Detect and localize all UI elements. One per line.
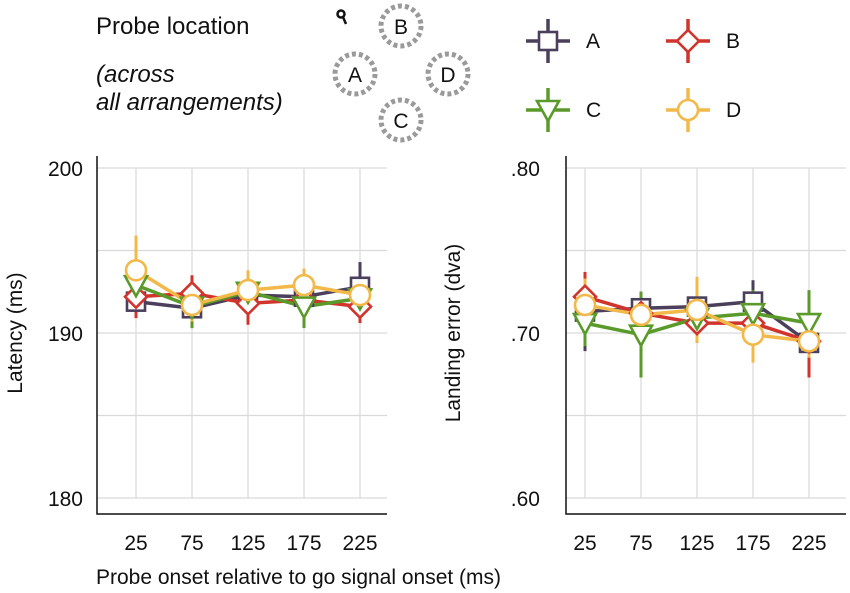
y-tick-label: .80 bbox=[511, 158, 540, 181]
probe-location-a-label: A bbox=[348, 64, 362, 87]
legend-marker-square bbox=[537, 30, 559, 52]
x-tick-label: 175 bbox=[286, 532, 321, 555]
x-tick-label: 125 bbox=[679, 532, 714, 555]
latency-chart: 180 190 200 25 75 125 175 225 Latency (ms) bbox=[4, 156, 387, 555]
legend-label: C bbox=[586, 99, 601, 122]
data-point bbox=[180, 293, 204, 317]
y-tick-label: .70 bbox=[511, 323, 540, 346]
chart-panels: 180 190 200 25 75 125 175 225 Latency (ms) .60 .70… bbox=[4, 156, 846, 555]
fixation-icon bbox=[336, 9, 348, 25]
x-tick-label: 225 bbox=[342, 532, 377, 555]
data-point bbox=[236, 278, 260, 302]
x-tick-label: 75 bbox=[629, 532, 652, 555]
y-axis-label: Landing error (dva) bbox=[442, 244, 465, 423]
data-point bbox=[573, 293, 597, 317]
markers-d bbox=[124, 258, 372, 317]
axis-lines bbox=[565, 156, 846, 515]
legend-label: D bbox=[726, 99, 741, 122]
data-point bbox=[795, 312, 823, 337]
data-point bbox=[797, 329, 821, 353]
header-title: Probe location bbox=[96, 13, 249, 40]
data-point bbox=[348, 283, 372, 307]
probe-location-header: Probe location (across all arrangements)… bbox=[96, 3, 471, 143]
x-tick-label: 75 bbox=[180, 532, 203, 555]
y-tick-label: 200 bbox=[48, 158, 83, 181]
legend-label: A bbox=[586, 30, 600, 53]
y-tick-label: 190 bbox=[48, 323, 83, 346]
data-point bbox=[685, 298, 709, 322]
data-point bbox=[739, 302, 767, 327]
data-point bbox=[292, 273, 316, 297]
data-point bbox=[741, 323, 765, 346]
probe-location-d-label: D bbox=[440, 64, 455, 87]
legend-marker-circle bbox=[676, 98, 700, 122]
probe-location-c: C bbox=[378, 97, 424, 143]
y-tick-label: .60 bbox=[511, 488, 540, 511]
x-tick-label: 125 bbox=[230, 532, 265, 555]
legend-label: B bbox=[726, 30, 740, 53]
y-axis-label: Latency (ms) bbox=[4, 272, 27, 393]
x-axis-label: Probe onset relative to go signal onset … bbox=[96, 566, 501, 589]
legend-marker-triangle-down bbox=[534, 99, 562, 124]
probe-location-a: A bbox=[332, 51, 378, 97]
data-point bbox=[627, 324, 655, 349]
x-tick-label: 175 bbox=[735, 532, 770, 555]
data-point bbox=[124, 258, 148, 282]
header-subtitle-line1: (across bbox=[96, 61, 175, 88]
probe-location-b: B bbox=[378, 3, 424, 49]
axis-lines bbox=[96, 156, 387, 515]
header-subtitle-line2: all arrangements) bbox=[96, 89, 283, 116]
probe-location-d: D bbox=[425, 51, 471, 97]
legend-marker-diamond bbox=[675, 28, 701, 54]
x-tick-label: 25 bbox=[124, 532, 147, 555]
probe-location-c-label: C bbox=[393, 110, 408, 133]
legend-item-b: B bbox=[666, 19, 740, 63]
data-point bbox=[290, 296, 318, 321]
data-point bbox=[629, 303, 653, 327]
probe-location-b-label: B bbox=[394, 16, 408, 39]
x-tick-label: 25 bbox=[573, 532, 596, 555]
legend-item-d: D bbox=[666, 88, 741, 132]
y-tick-label: 180 bbox=[48, 488, 83, 511]
landing-error-chart: .60 .70 .80 25 75 125 175 225 Landing error (dva… bbox=[442, 156, 846, 555]
legend-item-a: A bbox=[526, 19, 600, 63]
legend-item-c: C bbox=[526, 88, 601, 132]
x-tick-label: 225 bbox=[791, 532, 826, 555]
markers-d bbox=[573, 293, 821, 353]
legend: A B C D bbox=[526, 19, 741, 132]
